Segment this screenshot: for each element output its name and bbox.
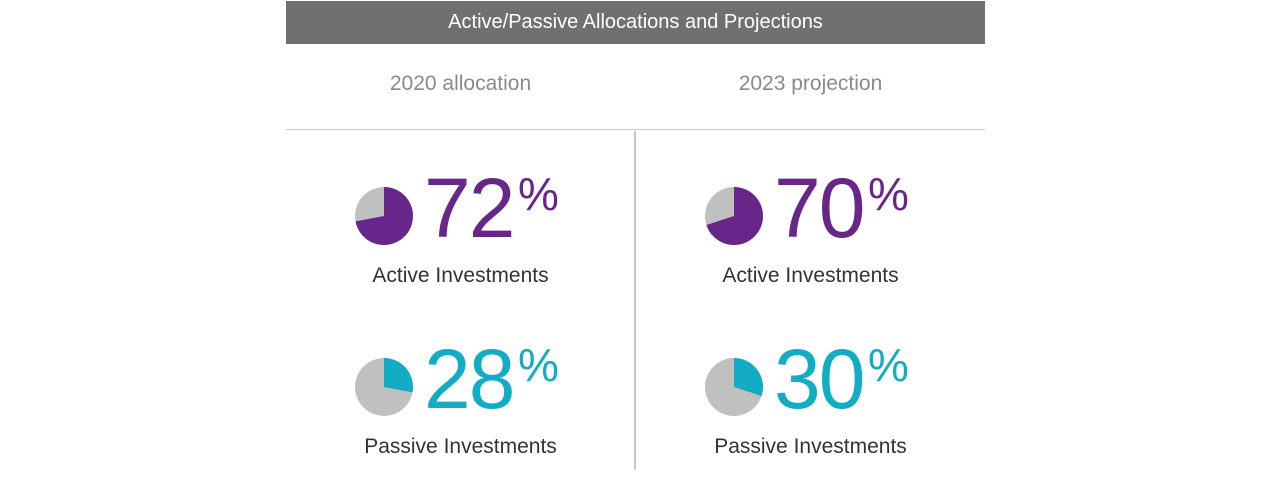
column-divider	[634, 131, 636, 470]
pie-2023-active-slice	[706, 187, 764, 245]
column-header-2023: 2023 projection	[738, 72, 883, 95]
unit-2020-active: %	[518, 168, 559, 220]
value-2023-passive: 30	[774, 332, 865, 426]
pie-2023-passive-slice	[734, 358, 763, 396]
unit-2023-passive: %	[868, 339, 909, 391]
pie-2023-passive	[705, 358, 763, 416]
unit-2023-active: %	[868, 168, 909, 220]
pie-2020-active-slice	[355, 187, 413, 245]
pie-2020-passive	[355, 358, 414, 416]
value-2020-passive: 28	[424, 332, 515, 426]
pie-2020-active	[355, 187, 413, 245]
value-2023-active: 70	[774, 161, 865, 255]
allocation-panel: Active/Passive Allocations and Projectio…	[286, 0, 985, 483]
label-2020-active: Active Investments	[372, 264, 549, 287]
pie-2020-passive-slice	[384, 358, 414, 393]
value-2020-active: 72	[424, 161, 515, 255]
chart-title: Active/Passive Allocations and Projectio…	[286, 1, 985, 44]
header-divider	[286, 129, 985, 130]
unit-2020-passive: %	[518, 339, 559, 391]
label-2020-passive: Passive Investments	[364, 435, 557, 458]
label-2023-active: Active Investments	[722, 264, 899, 287]
column-header-2020: 2020 allocation	[389, 72, 532, 95]
pie-2023-active	[705, 187, 764, 245]
label-2023-passive: Passive Investments	[714, 435, 907, 458]
